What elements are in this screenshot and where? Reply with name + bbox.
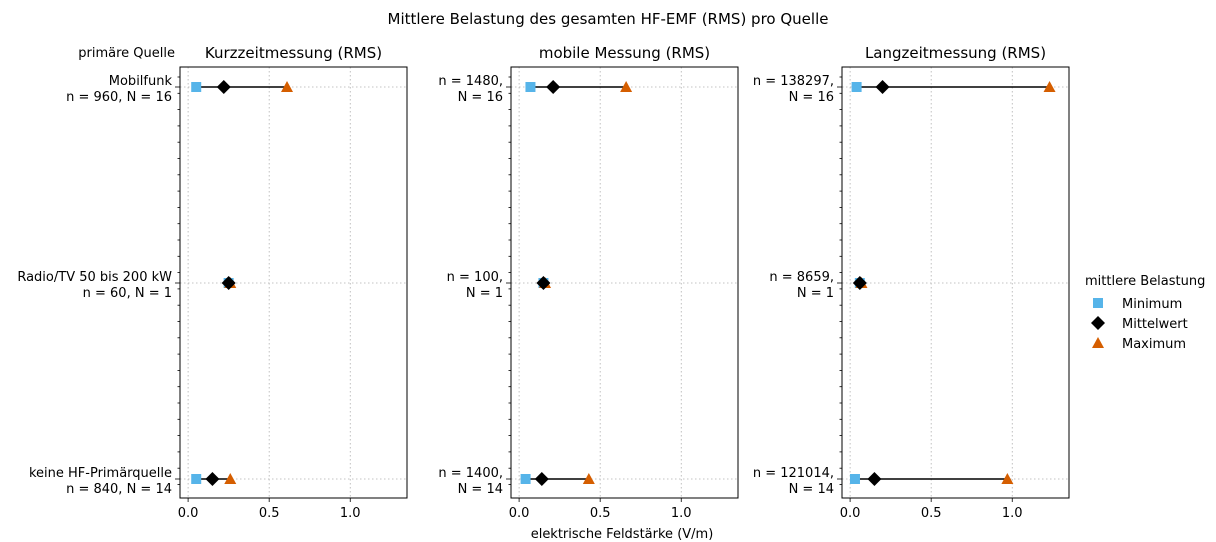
legend-square-marker xyxy=(1093,298,1103,308)
x-tick-label: 1.0 xyxy=(340,506,361,521)
minimum-marker xyxy=(525,82,535,92)
x-tick-label: 0.5 xyxy=(921,506,942,521)
y-axis-label: primäre Quelle xyxy=(78,46,175,61)
x-tick-label: 0.0 xyxy=(509,506,530,521)
legend-entry: Maximum xyxy=(1122,337,1186,352)
legend-entry: Mittelwert xyxy=(1122,317,1188,332)
legend-title: mittlere Belastung xyxy=(1085,274,1205,289)
legend: mittlere Belastung Minimum Mittelwert Maxim… xyxy=(1085,274,1205,352)
row-label: N = 14 xyxy=(458,482,503,497)
minimum-marker xyxy=(191,474,201,484)
minimum-marker xyxy=(850,474,860,484)
row-label: N = 1 xyxy=(797,286,834,301)
panel-title: Kurzzeitmessung (RMS) xyxy=(205,44,382,62)
x-tick-label: 0.5 xyxy=(590,506,611,521)
category-label: n = 960, N = 16 xyxy=(66,90,172,105)
row-label: N = 16 xyxy=(458,90,503,105)
legend-diamond-marker xyxy=(1091,316,1105,330)
legend-entry: Minimum xyxy=(1122,297,1182,312)
panel-title: Langzeitmessung (RMS) xyxy=(865,44,1046,62)
row-label: n = 1400, xyxy=(438,466,503,481)
row-label: n = 121014, xyxy=(753,466,834,481)
mean-marker xyxy=(205,472,219,486)
x-tick-label: 0.5 xyxy=(259,506,280,521)
minimum-marker xyxy=(521,474,531,484)
row-label: n = 138297, xyxy=(753,74,834,89)
legend-triangle-marker xyxy=(1092,337,1104,348)
row-label: N = 14 xyxy=(789,482,834,497)
category-label: keine HF-Primärquelle xyxy=(29,466,172,481)
mean-marker xyxy=(217,80,231,94)
mean-marker xyxy=(867,472,881,486)
mean-marker xyxy=(535,472,549,486)
x-tick-label: 0.0 xyxy=(178,506,199,521)
chart-title: Mittlere Belastung des gesamten HF-EMF (… xyxy=(388,10,829,28)
minimum-marker xyxy=(852,82,862,92)
x-tick-label: 0.0 xyxy=(840,506,861,521)
plot-frame xyxy=(180,67,407,498)
panel-3: 0.0 0.5 1.0 Langzeitmessung (RMS) n = 138297… xyxy=(753,44,1069,521)
category-label: n = 60, N = 1 xyxy=(83,286,172,301)
row-label: N = 1 xyxy=(466,286,503,301)
row-label: N = 16 xyxy=(789,90,834,105)
x-tick-label: 1.0 xyxy=(1002,506,1023,521)
x-axis-label: elektrische Feldstärke (V/m) xyxy=(531,527,714,542)
mean-marker xyxy=(546,80,560,94)
minimum-marker xyxy=(191,82,201,92)
category-label: Radio/TV 50 bis 200 kW xyxy=(17,270,172,285)
category-label: n = 840, N = 14 xyxy=(66,482,172,497)
plot-frame xyxy=(842,67,1069,498)
category-label: Mobilfunk xyxy=(109,74,173,89)
panel-title: mobile Messung (RMS) xyxy=(539,44,710,62)
x-tick-label: 1.0 xyxy=(671,506,692,521)
row-label: n = 1480, xyxy=(438,74,503,89)
row-label: n = 8659, xyxy=(769,270,834,285)
mean-marker xyxy=(876,80,890,94)
row-label: n = 100, xyxy=(447,270,503,285)
